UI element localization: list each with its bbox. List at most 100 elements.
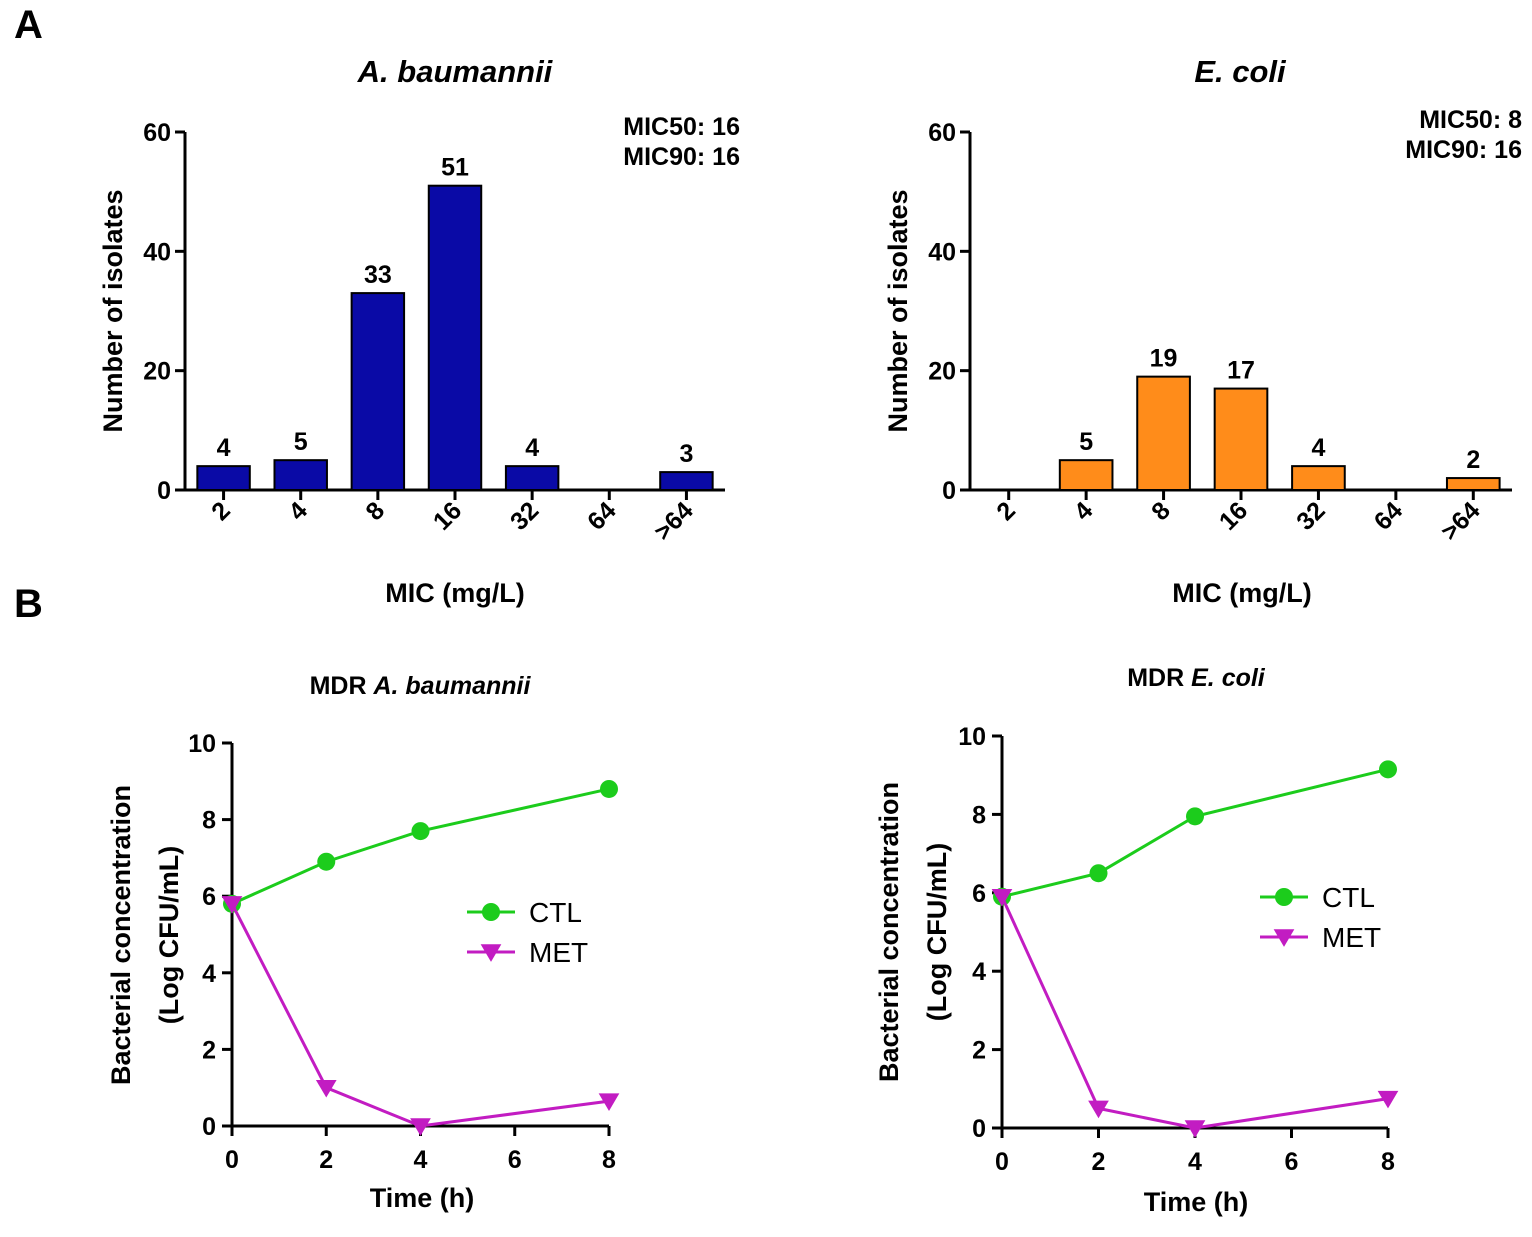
y-tick-label: 2: [972, 1037, 986, 1065]
bar-value-label: 33: [364, 261, 392, 289]
data-point-marker: [1273, 929, 1295, 947]
series-line-met: [1000, 896, 1389, 1130]
mic-note: MIC90: 16: [623, 143, 740, 171]
bar-value-label: 5: [1079, 428, 1093, 456]
data-point-marker: [410, 1118, 431, 1136]
x-tick-label: 8: [1146, 496, 1176, 526]
y-axis-label: Number of isolates: [883, 189, 913, 432]
chart-title-prefix: MDR: [310, 672, 374, 700]
x-tick-label: 64: [582, 496, 622, 536]
bar: [350, 292, 406, 491]
y-tick-label: 10: [958, 723, 986, 751]
x-axis-label: MIC (mg/L): [385, 578, 524, 608]
data-point-marker: [411, 822, 430, 841]
bar-value-label: 5: [294, 428, 308, 456]
y-tick-label: 2: [202, 1036, 216, 1064]
bar: [1291, 465, 1346, 491]
panel-label-a: A: [14, 3, 43, 47]
x-tick-label: 32: [505, 496, 544, 535]
x-tick-label: 32: [1291, 496, 1330, 535]
bar: [1445, 477, 1501, 492]
series-line-met: [230, 903, 610, 1128]
x-tick-label: 2: [991, 496, 1021, 526]
bar: [504, 465, 560, 491]
y-axis-label-line2: (Log CFU/mL): [154, 846, 184, 1024]
y-tick-label: 40: [928, 238, 956, 266]
data-point-marker: [317, 852, 336, 871]
x-tick-label: 6: [1285, 1148, 1299, 1176]
chart-title: MDR E. coli: [1127, 664, 1266, 692]
bar-value-label: 4: [525, 434, 539, 462]
bar: [273, 459, 328, 491]
series-line-ctl: [231, 787, 610, 906]
chart-title: E. coli: [1194, 54, 1287, 89]
bar-value-label: 4: [1311, 434, 1325, 462]
y-axis-label: Number of isolates: [98, 189, 128, 432]
data-point-marker: [600, 779, 618, 798]
data-point-marker: [598, 1093, 620, 1111]
chart-title: A. baumannii: [357, 54, 554, 89]
bar: [196, 465, 251, 491]
x-tick-label: 16: [1214, 496, 1253, 535]
legend-label: CTL: [1322, 882, 1375, 913]
x-tick-label: 4: [1188, 1148, 1202, 1176]
y-tick-label: 40: [143, 238, 171, 266]
x-tick-label: >64: [649, 496, 699, 546]
x-tick-label: 8: [1381, 1148, 1395, 1176]
x-tick-label: 6: [508, 1146, 522, 1174]
legend-label: CTL: [529, 897, 582, 928]
x-tick-label: 2: [319, 1146, 333, 1174]
legend-label: MET: [1322, 922, 1381, 953]
y-tick-label: 60: [143, 119, 171, 147]
bar-value-label: 3: [679, 440, 693, 468]
x-tick-label: 0: [995, 1148, 1009, 1176]
bar-value-label: 17: [1227, 357, 1255, 385]
bar-value-label: 19: [1150, 345, 1178, 373]
x-tick-label: >64: [1436, 496, 1486, 546]
data-point-marker: [1379, 760, 1397, 779]
x-tick-label: 8: [602, 1146, 616, 1174]
y-tick-label: 8: [202, 807, 216, 835]
data-point-marker: [221, 896, 243, 914]
y-tick-label: 6: [202, 883, 216, 911]
y-axis-label-line2: (Log CFU/mL): [922, 843, 952, 1021]
bar-value-label: 2: [1466, 446, 1480, 474]
chart-title-prefix: MDR: [1127, 664, 1191, 692]
data-point-marker: [1186, 807, 1204, 826]
data-point-marker: [482, 903, 500, 921]
chart-title-organism: A. baumannii: [372, 672, 531, 700]
x-tick-label: 4: [1069, 496, 1099, 526]
y-tick-label: 20: [928, 358, 956, 386]
data-point-marker: [1184, 1120, 1206, 1138]
y-axis-label-line1: Bacterial concentration: [106, 785, 136, 1085]
mic-note: MIC90: 16: [1405, 136, 1522, 164]
bar-value-label: 4: [217, 434, 231, 462]
y-tick-label: 10: [188, 730, 216, 758]
line-chart-mdr-e-coli: MDR E. coli 0 2 4 6 8 10 0 2 4 6 8 CTL MET Time (h) Bac…: [874, 664, 1399, 1217]
x-axis-label: MIC (mg/L): [1172, 578, 1311, 608]
panel-label-b: B: [14, 582, 43, 626]
bar: [1136, 375, 1191, 491]
x-tick-label: 8: [360, 496, 390, 526]
bar: [659, 471, 714, 492]
chart-title: MDR A. baumannii: [310, 672, 532, 700]
x-axis-label: Time (h): [370, 1183, 475, 1213]
data-point-marker: [480, 944, 502, 962]
data-point-marker: [1377, 1090, 1399, 1109]
y-tick-label: 20: [143, 358, 171, 386]
data-point-marker: [1088, 1100, 1109, 1119]
x-tick-label: 0: [225, 1146, 239, 1174]
data-point-marker: [991, 888, 1013, 907]
x-tick-label: 2: [1092, 1148, 1106, 1176]
y-tick-label: 6: [972, 880, 986, 908]
x-tick-label: 2: [206, 496, 236, 526]
data-point-marker: [315, 1079, 337, 1098]
y-tick-label: 4: [202, 960, 216, 988]
bar: [1213, 387, 1269, 492]
x-axis-label: Time (h): [1144, 1187, 1249, 1217]
y-axis-label-line1: Bacterial concentration: [874, 782, 904, 1082]
bar: [427, 184, 483, 491]
y-tick-label: 4: [972, 958, 986, 986]
